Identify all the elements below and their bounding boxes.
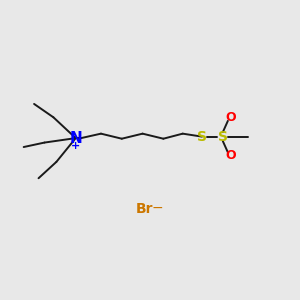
Text: +: + bbox=[71, 141, 80, 152]
Text: O: O bbox=[225, 111, 236, 124]
Text: S: S bbox=[197, 130, 207, 144]
Text: −: − bbox=[152, 201, 163, 215]
Text: S: S bbox=[218, 130, 228, 144]
Text: O: O bbox=[225, 149, 236, 162]
Text: Br: Br bbox=[135, 202, 153, 216]
Text: N: N bbox=[69, 130, 82, 146]
